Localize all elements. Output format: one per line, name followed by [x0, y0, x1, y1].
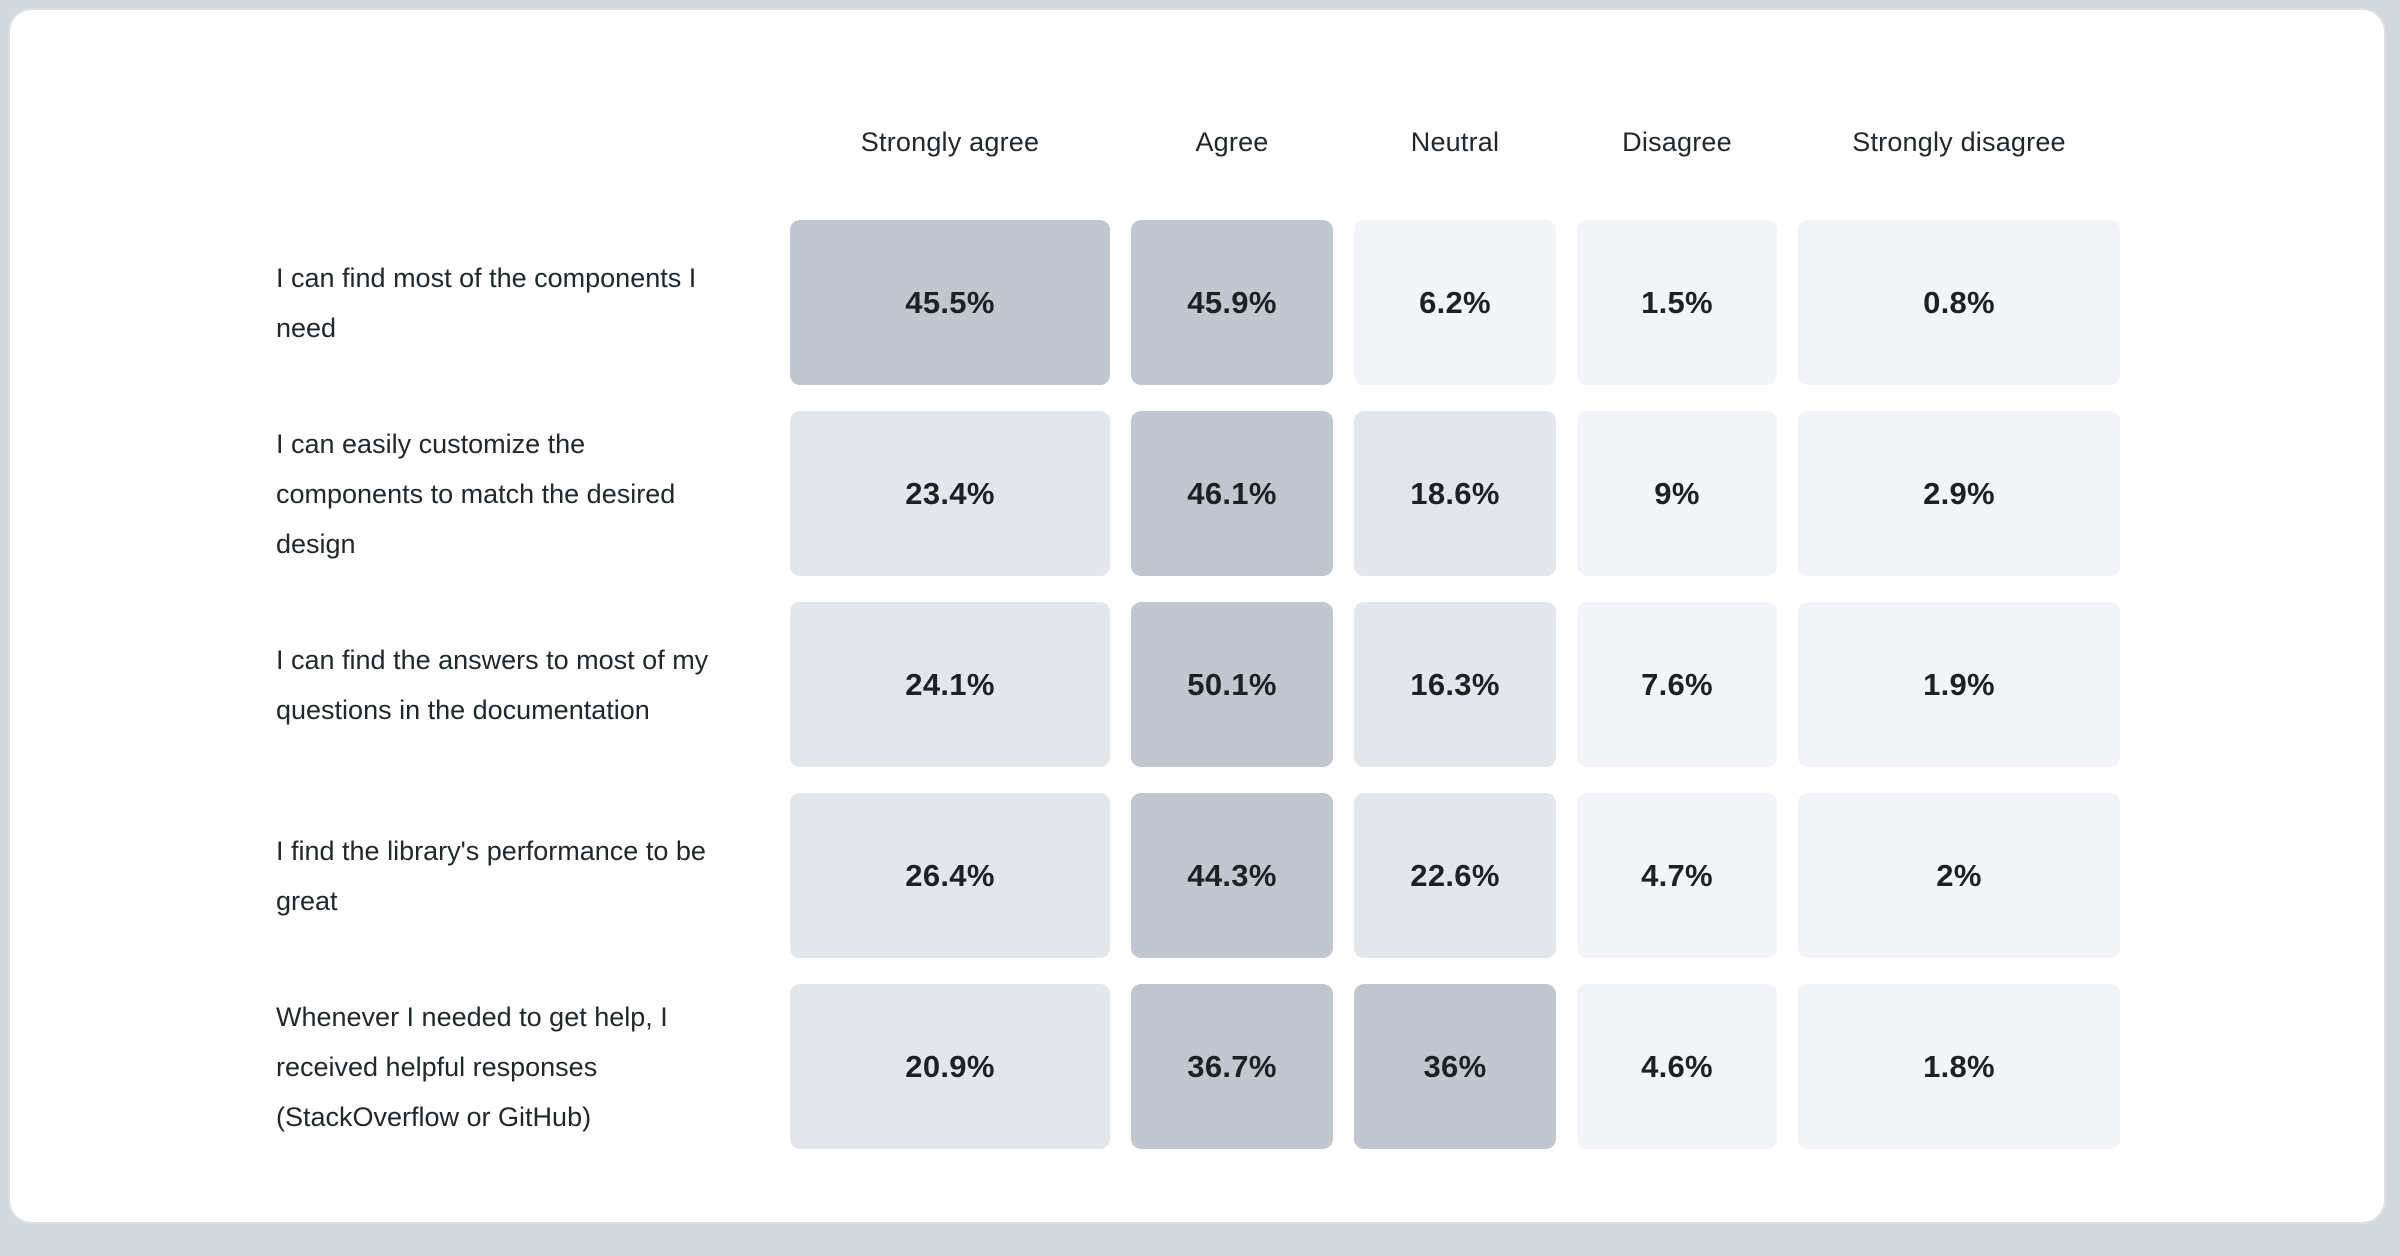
column-header-5: Strongly disagree	[1852, 126, 2066, 157]
row-label: I can find most of the components I need	[276, 262, 697, 343]
heatmap-cell: 45.9%	[1131, 220, 1333, 385]
heatmap-cell: 0.8%	[1798, 220, 2120, 385]
heatmap-cell: 22.6%	[1354, 793, 1556, 958]
row-label: I can find the answers to most of my que…	[276, 644, 709, 725]
heatmap-cell: 1.8%	[1798, 984, 2120, 1149]
table-row: I can easily customize the components to…	[276, 411, 2384, 576]
heatmap-cell: 24.1%	[790, 602, 1110, 767]
heatmap-cell: 16.3%	[1354, 602, 1556, 767]
heatmap-cell: 1.9%	[1798, 602, 2120, 767]
table-row: I can find most of the components I need…	[276, 220, 2384, 385]
heatmap-cell: 2.9%	[1798, 411, 2120, 576]
column-header-1: Strongly agree	[860, 126, 1040, 157]
column-header-3: Neutral	[1410, 126, 1500, 157]
row-label: I can easily customize the components to…	[276, 428, 676, 559]
row-label: Whenever I needed to get help, I receive…	[276, 1001, 668, 1132]
heatmap-cell: 45.5%	[790, 220, 1110, 385]
heatmap-cell: 2%	[1798, 793, 2120, 958]
heatmap-cell: 44.3%	[1131, 793, 1333, 958]
heatmap-cell: 36.7%	[1131, 984, 1333, 1149]
heatmap-cell: 1.5%	[1577, 220, 1777, 385]
heatmap-cell: 20.9%	[790, 984, 1110, 1149]
table-row: Whenever I needed to get help, I receive…	[276, 984, 2384, 1149]
heatmap-cell: 18.6%	[1354, 411, 1556, 576]
table-row: I find the library's performance to be g…	[276, 793, 2384, 958]
heatmap-rows: I can find most of the components I need…	[276, 220, 2384, 1149]
survey-heatmap-chart: Strongly agree Agree Neutral Disagree Strong…	[10, 10, 2384, 1149]
survey-heatmap-card: Strongly agree Agree Neutral Disagree Strong…	[8, 8, 2386, 1224]
heatmap-cell: 46.1%	[1131, 411, 1333, 576]
heatmap-cell: 26.4%	[790, 793, 1110, 958]
table-row: I can find the answers to most of my que…	[276, 602, 2384, 767]
column-header-4: Disagree	[1622, 126, 1732, 157]
heatmap-cell: 9%	[1577, 411, 1777, 576]
heatmap-cell: 6.2%	[1354, 220, 1556, 385]
heatmap-cell: 4.7%	[1577, 793, 1777, 958]
heatmap-cell: 36%	[1354, 984, 1556, 1149]
row-label: I find the library's performance to be g…	[276, 835, 706, 916]
heatmap-cell: 50.1%	[1131, 602, 1333, 767]
column-header-row: Strongly agree Agree Neutral Disagree Strong…	[276, 121, 2384, 163]
heatmap-cell: 7.6%	[1577, 602, 1777, 767]
heatmap-cell: 23.4%	[790, 411, 1110, 576]
column-header-2: Agree	[1195, 126, 1269, 157]
heatmap-cell: 4.6%	[1577, 984, 1777, 1149]
